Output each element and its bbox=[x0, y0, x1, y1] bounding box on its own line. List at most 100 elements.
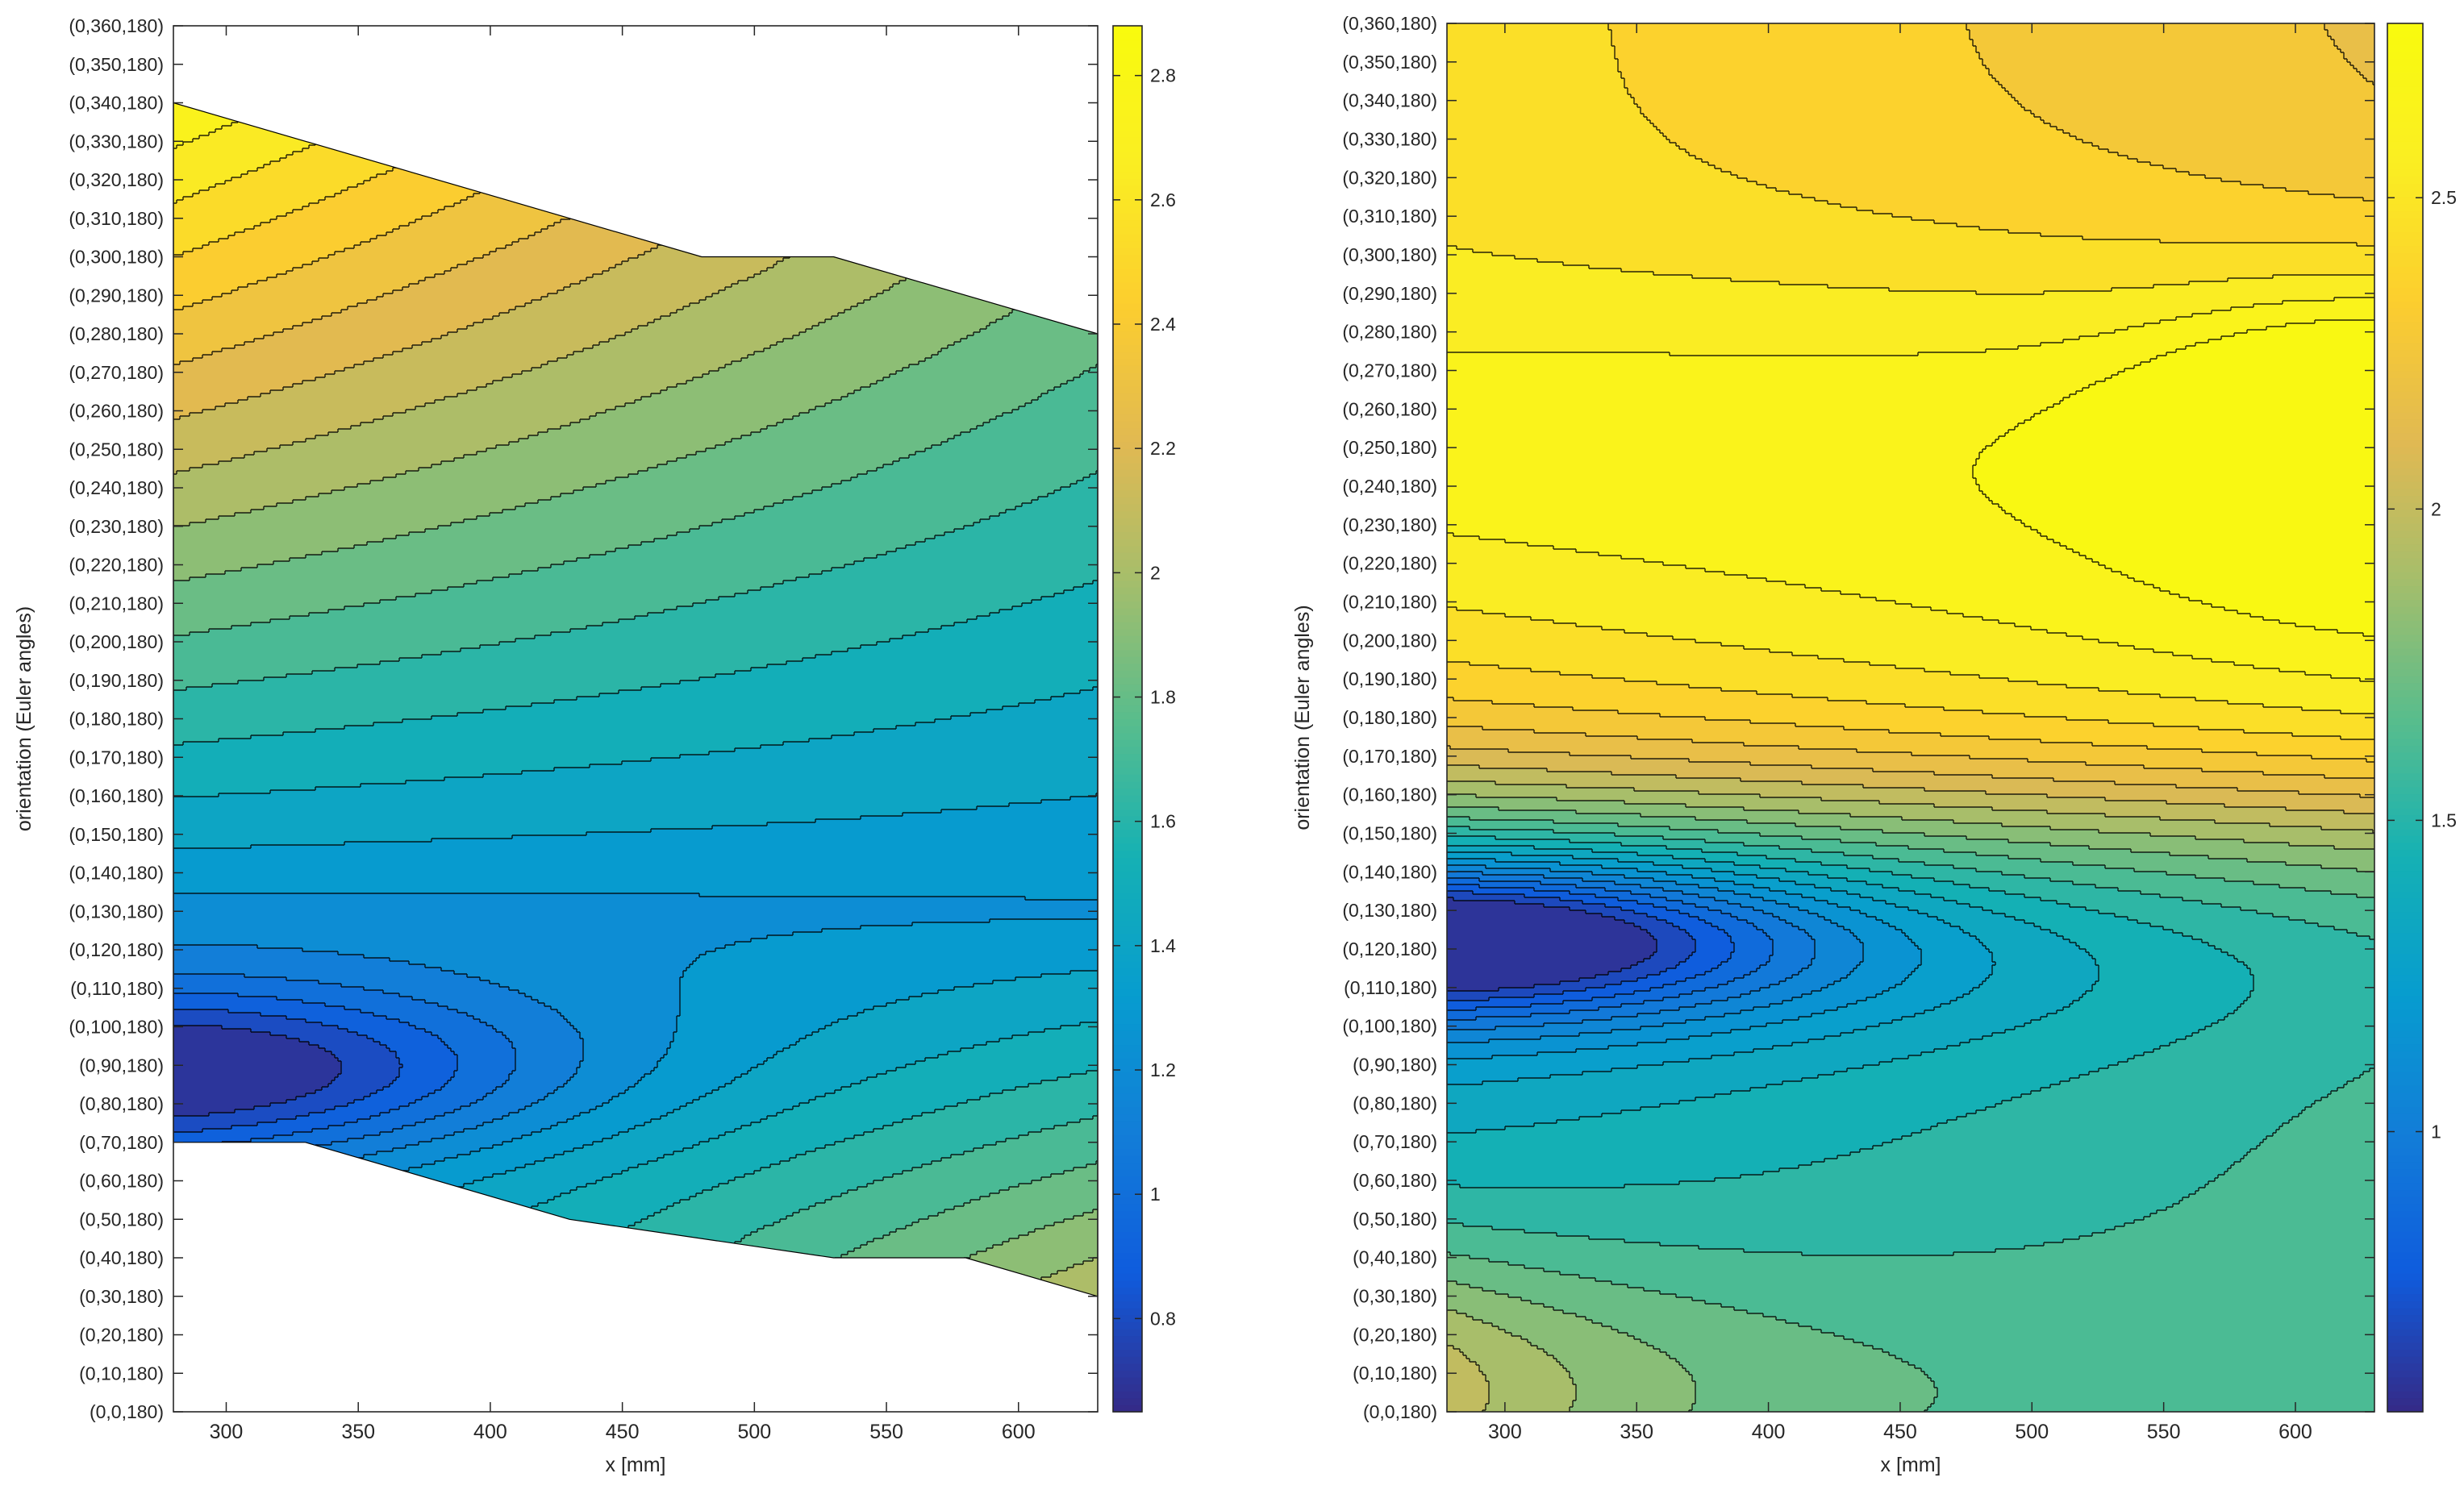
contour-band-cell bbox=[715, 1251, 848, 1255]
contour-band-cell bbox=[1802, 781, 2116, 785]
contour-band-cell bbox=[1637, 901, 1683, 905]
contour-band-cell bbox=[1447, 285, 1828, 289]
contour-band-cell bbox=[1447, 40, 1612, 44]
contour-band-cell bbox=[648, 1393, 742, 1397]
contour-band-cell bbox=[1447, 972, 1609, 976]
contour-band-cell bbox=[1976, 46, 2338, 50]
contour-band-cell bbox=[680, 1106, 794, 1110]
contour-band-cell bbox=[1447, 1220, 2135, 1224]
contour-band-cell bbox=[1624, 678, 2009, 682]
contour-band-cell bbox=[1563, 1310, 1748, 1314]
contour-band-cell bbox=[706, 600, 1032, 604]
contour-band-cell bbox=[1057, 77, 1100, 81]
contour-band-cell bbox=[841, 1255, 971, 1259]
contour-band-cell bbox=[2008, 678, 2361, 682]
contour-band-cell bbox=[1753, 884, 1816, 889]
contour-band-cell bbox=[173, 1068, 342, 1072]
contour-band-cell bbox=[822, 239, 971, 243]
contour-band-cell bbox=[967, 242, 1098, 246]
contour-band-cell bbox=[980, 1097, 1098, 1101]
contour-band-cell bbox=[883, 290, 1045, 294]
contour-band-cell bbox=[2347, 930, 2374, 934]
contour-band-cell bbox=[254, 452, 477, 456]
y-tick-label: (0,360,180) bbox=[69, 15, 164, 36]
contour-band-cell bbox=[1447, 749, 1509, 753]
contour-band-cell bbox=[815, 242, 968, 246]
contour-band-cell bbox=[373, 116, 500, 120]
contour-band-cell bbox=[509, 1038, 584, 1043]
contour-band-cell bbox=[2360, 1075, 2374, 1079]
contour-band-cell bbox=[173, 745, 761, 749]
contour-band-cell bbox=[699, 1345, 803, 1349]
contour-band-cell bbox=[1447, 30, 1612, 34]
contour-band-cell bbox=[602, 1103, 687, 1107]
contour-band-cell bbox=[209, 629, 571, 633]
contour-band-cell bbox=[777, 422, 984, 427]
contour-band-cell bbox=[1447, 1217, 2145, 1221]
contour-band-cell bbox=[1003, 316, 1098, 320]
colorbar-segment bbox=[1113, 871, 1142, 879]
contour-band-cell bbox=[680, 1009, 865, 1013]
colorbar-segment bbox=[1113, 448, 1142, 456]
contour-band-cell bbox=[886, 1358, 987, 1362]
contour-band-cell bbox=[173, 871, 1098, 875]
contour-band-cell bbox=[1611, 40, 1974, 44]
contour-band-cell bbox=[535, 635, 903, 639]
contour-band-cell bbox=[173, 413, 190, 417]
contour-band-cell bbox=[1673, 636, 2083, 640]
contour-band-cell bbox=[2247, 965, 2374, 969]
contour-band-cell bbox=[757, 1064, 907, 1068]
contour-band-cell bbox=[231, 290, 394, 294]
contour-band-cell bbox=[1892, 1020, 2032, 1024]
contour-band-cell bbox=[954, 342, 1098, 346]
contour-band-cell bbox=[2099, 972, 2251, 976]
contour-band-cell bbox=[773, 1055, 939, 1059]
contour-band-cell bbox=[173, 174, 242, 178]
colorbar-segment bbox=[1113, 171, 1142, 179]
colorbar-segment bbox=[2387, 1106, 2423, 1114]
contour-band-cell bbox=[990, 1093, 1098, 1097]
contour-band-cell bbox=[1566, 1368, 1686, 1372]
contour-band-cell bbox=[1447, 110, 1641, 114]
contour-band-cell bbox=[173, 326, 294, 330]
contour-band-cell bbox=[1824, 1036, 1983, 1040]
contour-band-cell bbox=[767, 1371, 868, 1375]
contour-band-cell bbox=[1012, 1345, 1100, 1349]
contour-band-cell bbox=[1841, 826, 2051, 830]
contour-band-cell bbox=[1447, 1404, 1486, 1408]
contour-band-cell bbox=[2224, 1172, 2374, 1176]
contour-band-cell bbox=[1966, 27, 2325, 31]
contour-band-cell bbox=[925, 448, 1098, 452]
contour-band-cell bbox=[2324, 23, 2374, 27]
contour-band-cell bbox=[1679, 146, 2099, 150]
contour-band-cell bbox=[2063, 130, 2374, 134]
contour-band-cell bbox=[251, 510, 503, 514]
contour-band-cell bbox=[928, 174, 1065, 178]
colorbar-segment bbox=[1113, 587, 1142, 595]
contour-band-cell bbox=[280, 1361, 381, 1365]
contour-band-cell bbox=[173, 513, 236, 517]
contour-band-cell bbox=[1660, 1242, 2045, 1247]
contour-band-cell bbox=[2099, 910, 2258, 914]
contour-band-cell bbox=[1760, 833, 1925, 837]
contour-band-cell bbox=[1064, 1219, 1098, 1223]
contour-band-cell bbox=[1728, 933, 1767, 937]
contour-band-cell bbox=[1447, 43, 1612, 47]
contour-band-cell bbox=[238, 1216, 377, 1220]
contour-band-cell bbox=[406, 471, 639, 475]
contour-band-cell bbox=[619, 1093, 707, 1097]
contour-band-cell bbox=[293, 152, 429, 156]
contour-band-cell bbox=[1447, 546, 1554, 550]
contour-band-cell bbox=[677, 235, 826, 239]
x-axis-ticks-1: 300 350 400 450 500 550 600 bbox=[210, 26, 1036, 1443]
contour-band-cell bbox=[1447, 814, 1641, 818]
contour-band-cell bbox=[2344, 52, 2374, 56]
contour-band-cell bbox=[364, 603, 694, 607]
contour-band-cell bbox=[864, 42, 981, 46]
contour-band-cell bbox=[1947, 1046, 2161, 1050]
contour-band-cell bbox=[1447, 397, 2064, 402]
contour-band-cell bbox=[383, 293, 548, 298]
contour-band-cell bbox=[1892, 1139, 2264, 1143]
contour-band-cell bbox=[312, 319, 484, 323]
contour-band-cell bbox=[325, 1109, 390, 1113]
